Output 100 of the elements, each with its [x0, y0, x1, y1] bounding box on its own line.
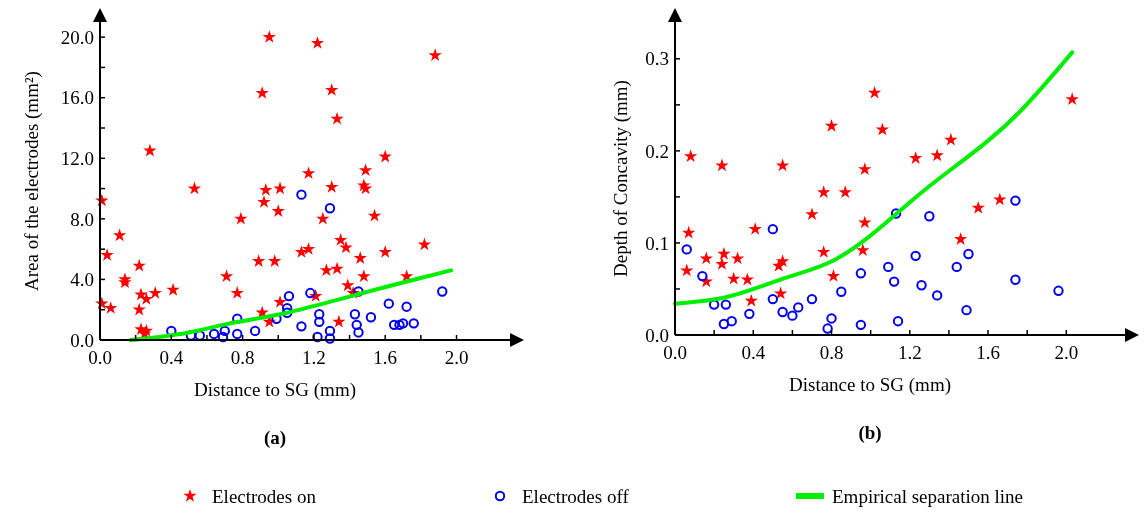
point: [817, 245, 831, 258]
point: [330, 111, 344, 125]
point: [822, 323, 833, 334]
legend-label: Empirical separation line: [832, 485, 1023, 507]
x-axis-title: Distance to SG (mm): [193, 379, 357, 401]
point: [890, 208, 902, 219]
point: [249, 325, 261, 337]
point: [314, 316, 325, 328]
x-tick-label: 0.0: [88, 347, 112, 368]
point: [858, 215, 872, 229]
point: [924, 211, 935, 222]
x-tick-label: 1.2: [897, 342, 922, 363]
point: [305, 287, 316, 299]
y-tick-label: 20.0: [60, 26, 94, 48]
point: [727, 271, 741, 285]
point: [325, 180, 339, 193]
point: [855, 268, 867, 279]
point: [314, 309, 325, 320]
point: [353, 327, 364, 338]
point: [744, 293, 758, 307]
point: [883, 261, 894, 273]
point: [824, 119, 839, 132]
point: [334, 233, 348, 246]
point: [132, 302, 146, 316]
point: [838, 185, 852, 198]
point: [408, 318, 419, 329]
x-tick-label: 0.4: [741, 342, 766, 363]
point: [134, 287, 148, 301]
point: [357, 269, 371, 283]
point: [787, 310, 798, 321]
point: [271, 204, 285, 217]
point: [349, 309, 361, 320]
x-axis-title: Distance to SG (mm): [788, 374, 952, 396]
point: [310, 36, 325, 49]
point: [699, 251, 713, 265]
point: [383, 298, 394, 309]
point: [316, 211, 330, 225]
point: [401, 301, 412, 312]
point: [909, 151, 923, 164]
point: [1010, 274, 1021, 285]
point: [365, 312, 377, 323]
point: [817, 185, 831, 198]
point: [826, 269, 841, 282]
point: [931, 290, 943, 301]
point: [330, 261, 344, 275]
point: [262, 30, 276, 43]
y-tick-label: 4.0: [70, 269, 94, 291]
point: [826, 313, 837, 324]
point: [856, 243, 870, 256]
point: [296, 321, 307, 332]
point: [867, 85, 882, 99]
point: [219, 325, 230, 337]
point: [388, 319, 400, 331]
point: [777, 306, 788, 318]
point: [772, 258, 786, 272]
point: [916, 280, 927, 291]
point: [324, 333, 336, 344]
point: [325, 83, 339, 96]
point: [166, 283, 180, 296]
point: [875, 122, 890, 136]
x-tick-label: 0.4: [159, 347, 184, 368]
point: [257, 195, 271, 208]
point: [748, 222, 762, 235]
point: [680, 263, 694, 277]
point: [681, 244, 692, 255]
point: [208, 328, 220, 340]
point: [971, 200, 985, 214]
point: [301, 166, 316, 180]
point: [682, 225, 696, 239]
y-tick-label: 0.3: [645, 48, 669, 70]
point: [353, 286, 364, 297]
y-axis-title: Depth of Concavity (mm): [610, 80, 632, 277]
legend-label: Electrodes on: [212, 485, 317, 507]
x-tick-label: 1.6: [976, 342, 1000, 363]
x-tick-label: 0.8: [819, 342, 844, 363]
point: [217, 331, 229, 343]
point: [397, 318, 409, 329]
point: [836, 286, 847, 297]
point: [378, 245, 392, 258]
point: [697, 270, 708, 282]
point: [394, 319, 405, 331]
text: (b): [858, 422, 882, 444]
point: [775, 158, 790, 172]
point: [961, 304, 972, 316]
point: [232, 328, 243, 340]
point: [767, 223, 779, 235]
x-tick-label: 1.6: [373, 347, 398, 368]
point: [219, 269, 234, 283]
point: [954, 232, 968, 245]
x-tick-label: 2.0: [444, 347, 469, 368]
point: [312, 331, 323, 343]
point: [378, 149, 392, 163]
point: [296, 189, 307, 200]
point: [793, 302, 804, 313]
point: [234, 211, 248, 225]
point: [767, 293, 779, 305]
point: [252, 254, 266, 267]
line-series: [128, 268, 454, 342]
point: [888, 276, 900, 287]
point: [740, 272, 755, 286]
